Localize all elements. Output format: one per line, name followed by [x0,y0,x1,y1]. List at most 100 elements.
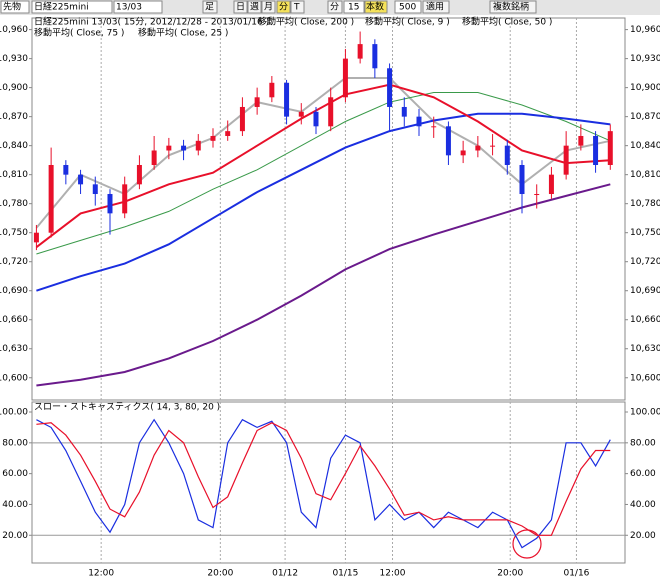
candle-body [254,97,260,107]
toolbar-item[interactable]: 週 [250,2,259,13]
toolbar-item[interactable]: 足 [205,2,214,13]
y-tick-label: 10,900 [0,83,28,93]
button[interactable] [233,0,248,14]
y-tick-label: 10,840 [0,141,28,151]
toolbar-item[interactable]: 13/03 [116,3,142,13]
candle-body [431,126,437,128]
dropdown[interactable] [0,0,30,14]
candle-body [48,164,54,233]
toolbar-item[interactable]: 分 [330,2,339,13]
toolbar-item[interactable]: 15 [348,3,359,13]
candle-body [122,184,128,214]
candle-body [239,106,245,132]
candle-body [78,174,84,185]
y-tick-label: 10,690 [0,286,28,296]
y-tick-label: 40.00 [2,500,28,510]
legend-entry: 移動平均( Close, 25 ) [138,27,228,39]
candle-body [225,131,231,136]
y-tick-label: 80.00 [630,438,656,448]
legend-entry: 移動平均( Close, 75 ) [34,27,124,39]
toolbar-item[interactable]: 500 [399,3,416,13]
candle-body [269,82,275,98]
candle-body [607,131,613,165]
candle-body [342,58,348,98]
moving-average [36,112,611,292]
y-tick-label: 10,720 [0,257,28,267]
toolbar-item[interactable]: 分 [279,2,288,13]
x-tick-label: 12:00 [88,569,114,579]
candle-body [519,164,525,195]
toolbar-item[interactable]: 月 [264,2,273,13]
y-tick-label: 10,780 [0,199,28,209]
button[interactable] [489,0,537,14]
toolbar-item[interactable]: T [293,3,300,13]
toolbar-item[interactable]: 複数銘柄 [493,1,529,13]
candle-body [107,194,113,214]
y-tick-label: 100.00 [0,408,28,418]
legend-entry: 移動平均( Close, 9 ) [365,16,450,28]
button[interactable] [202,0,218,14]
stochastic-panel [31,401,626,564]
toolbar-item[interactable]: 適用 [426,1,444,13]
y-tick-label: 10,750 [630,228,660,238]
candle-body [151,150,157,165]
button[interactable] [276,0,291,14]
dropdown[interactable] [113,0,163,14]
toolbar-item[interactable]: 日 [236,2,245,13]
y-tick-label: 10,720 [630,257,660,267]
candle-body [284,82,290,117]
candle-body [490,145,496,147]
indicator-line [36,422,611,536]
input[interactable] [343,0,365,14]
dropdown[interactable] [31,0,113,14]
y-tick-label: 10,810 [630,170,660,180]
button[interactable] [261,0,276,14]
candle-body [313,111,319,127]
candle-body [357,44,363,59]
button[interactable] [290,0,305,14]
candle-body [578,135,584,146]
candle-body [298,111,304,117]
y-tick-label: 10,630 [630,344,660,354]
candle-body [328,97,334,127]
candle-body [372,44,378,69]
y-tick-label: 10,600 [0,373,28,383]
y-tick-label: 10,930 [630,54,660,64]
y-tick-label: 20.00 [2,531,28,541]
input[interactable] [394,0,422,14]
y-tick-label: 10,870 [630,112,660,122]
candle-body [445,126,451,156]
candle-body [504,145,510,165]
y-tick-label: 10,630 [0,344,28,354]
x-tick-label: 20:00 [497,569,523,579]
y-tick-label: 60.00 [630,469,656,479]
candle-body [92,184,98,195]
moving-average [35,83,611,248]
y-tick-label: 10,810 [0,170,28,180]
y-tick-label: 100.00 [630,408,660,418]
toolbar-item[interactable]: 本数 [366,1,384,13]
candle-body [401,106,407,117]
toolbar: 先物 日経225mini 13/03 足 日 週 月 分 T 分 15 本数 5… [0,0,660,15]
y-tick-label: 10,930 [0,54,28,64]
button[interactable] [247,0,262,14]
candle-body [416,116,422,127]
y-tick-label: 10,660 [0,315,28,325]
price-panel [31,17,626,401]
moving-average [36,183,611,387]
toolbar-item[interactable]: 先物 [3,1,21,13]
y-tick-label: 60.00 [2,469,28,479]
y-tick-label: 10,960 [0,25,28,35]
candle-body [63,164,69,175]
y-tick-label: 80.00 [2,438,28,448]
indicator-line [36,418,611,549]
indicator-title: スロー・ストキャスティクス( 14, 3, 80, 20 ) [34,402,220,413]
button[interactable] [327,0,343,14]
button[interactable] [422,0,450,14]
candle-body [210,135,216,141]
toolbar-item[interactable]: 日経225mini [34,1,89,13]
y-tick-label: 20.00 [630,531,656,541]
button[interactable] [364,0,388,14]
